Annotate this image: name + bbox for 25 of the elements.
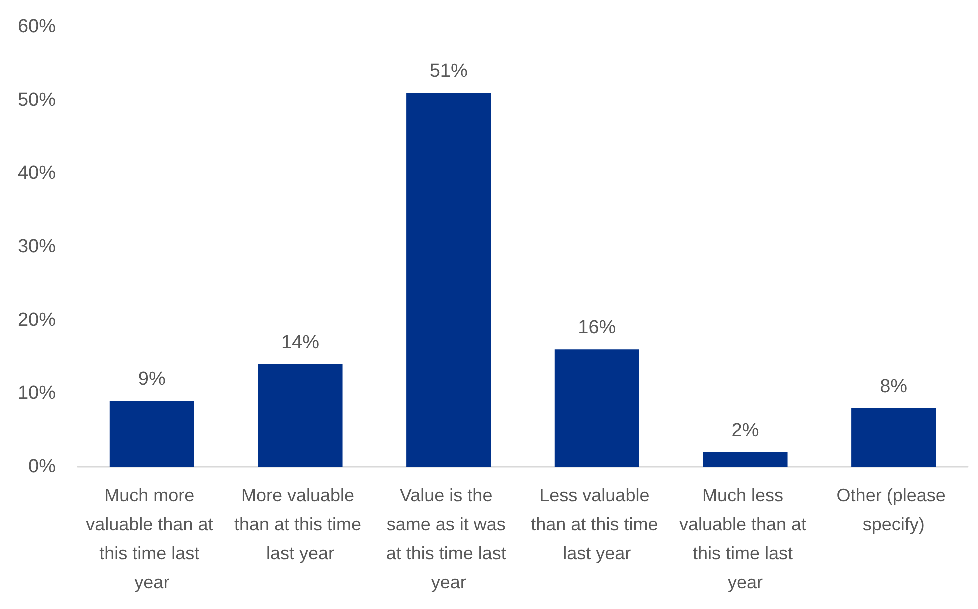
x-tick-label: Less valuable than at this time last year	[531, 486, 664, 564]
bar	[703, 452, 788, 467]
x-tick-label: Other (please specify)	[836, 486, 951, 534]
y-tick-label: 20%	[18, 310, 56, 331]
x-tick-label: Much more valuable than at this time last year	[86, 486, 218, 592]
y-tick-label: 30%	[18, 236, 56, 258]
x-tick-label: Much less valuable than at this time last year	[679, 486, 812, 592]
bar	[110, 401, 194, 467]
x-tick-label: More valuable than at this time last year	[234, 486, 367, 564]
data-label: 8%	[880, 376, 908, 398]
data-label: 2%	[732, 420, 760, 442]
data-label: 9%	[138, 369, 166, 390]
bar	[852, 408, 936, 467]
y-tick-label: 50%	[18, 90, 56, 111]
y-tick-label: 40%	[18, 163, 56, 184]
bar	[406, 93, 492, 467]
y-tick-label: 60%	[18, 16, 56, 38]
y-tick-label: 10%	[18, 383, 56, 404]
data-label: 16%	[578, 318, 616, 339]
data-label: 14%	[281, 332, 320, 354]
bar	[554, 350, 640, 467]
x-tick-label: Value is the same as it was at this time last year	[386, 486, 512, 592]
bar	[258, 364, 343, 467]
y-tick-label: 0%	[28, 456, 56, 478]
data-label: 51%	[430, 61, 468, 82]
